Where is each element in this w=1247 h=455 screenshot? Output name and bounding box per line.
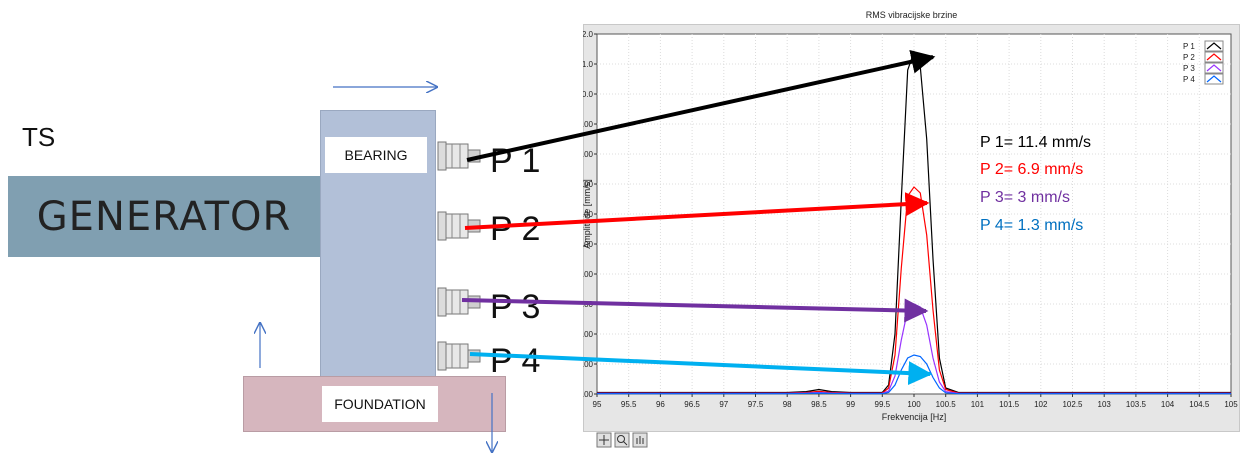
annotation-p4: P 4= 1.3 mm/s (980, 217, 1084, 234)
x-tick-label: 100 (907, 400, 921, 409)
x-tick-label: 100.5 (936, 400, 957, 409)
crosshair-tool-icon[interactable] (596, 432, 612, 448)
y-axis-label: Amplitude [mm/s] (583, 179, 592, 249)
legend-swatch (1204, 62, 1224, 74)
x-tick-label: 102 (1034, 400, 1048, 409)
y-tick-label: 4.00 (583, 270, 594, 279)
x-axis-label: Frekvencija [Hz] (882, 412, 947, 422)
y-tick-label: 2.00 (583, 330, 594, 339)
foundation-label: FOUNDATION (322, 386, 438, 422)
y-tick-label: 12.0 (583, 30, 594, 39)
y-tick-label: 1.00 (583, 360, 594, 369)
y-tick-label: 5.00 (583, 240, 594, 249)
y-tick-label: 0.00 (583, 390, 594, 399)
x-tick-label: 99 (846, 400, 855, 409)
x-tick-label: 96.5 (684, 400, 700, 409)
x-tick-label: 101.5 (999, 400, 1020, 409)
x-tick-label: 103.5 (1126, 400, 1147, 409)
legend-line (1206, 42, 1222, 50)
legend-line (1206, 75, 1222, 83)
x-tick-label: 97.5 (748, 400, 764, 409)
x-tick-label: 104 (1161, 400, 1175, 409)
y-tick-label: 9.00 (583, 120, 594, 129)
y-tick-label: 3.00 (583, 300, 594, 309)
x-tick-label: 95.5 (621, 400, 637, 409)
annotation-p3: P 3= 3 mm/s (980, 189, 1070, 206)
legend-swatch (1204, 73, 1224, 85)
x-tick-label: 103 (1098, 400, 1112, 409)
legend-line (1206, 53, 1222, 61)
legend-swatch (1204, 40, 1224, 52)
x-tick-label: 98 (783, 400, 792, 409)
x-tick-label: 102.5 (1062, 400, 1083, 409)
x-tick-label: 101 (971, 400, 985, 409)
legend-label: P 2 (1183, 53, 1195, 62)
x-tick-label: 105 (1224, 400, 1238, 409)
x-tick-label: 98.5 (811, 400, 827, 409)
legend-label: P 1 (1183, 42, 1195, 51)
y-tick-label: 11.0 (583, 60, 594, 69)
zoom-tool-icon[interactable] (614, 432, 630, 448)
x-tick-label: 97 (719, 400, 728, 409)
chart-title: RMS vibracijske brzine (865, 10, 958, 20)
generator-label: GENERATOR (36, 193, 292, 240)
x-tick-label: 104.5 (1189, 400, 1210, 409)
graph-toolbar (596, 432, 648, 448)
legend-label: P 3 (1183, 64, 1195, 73)
x-tick-label: 95 (593, 400, 602, 409)
annotation-p2: P 2= 6.9 mm/s (980, 161, 1084, 178)
x-tick-label: 99.5 (875, 400, 891, 409)
annotation-p1: P 1= 11.4 mm/s (980, 134, 1092, 151)
y-tick-label: 8.00 (583, 150, 594, 159)
y-tick-label: 7.00 (583, 180, 594, 189)
chart-plot: 0.001.002.003.004.005.006.007.008.009.00… (583, 30, 1238, 422)
y-tick-label: 10.0 (583, 90, 594, 99)
legend-line (1206, 64, 1222, 72)
bearing-label: BEARING (325, 137, 427, 173)
legend-label: P 4 (1183, 75, 1195, 84)
x-tick-label: 96 (656, 400, 665, 409)
ts-label: TS (22, 122, 56, 152)
legend-swatch (1204, 51, 1224, 63)
generator-block: GENERATOR (8, 176, 320, 257)
pan-tool-icon[interactable] (632, 432, 648, 448)
